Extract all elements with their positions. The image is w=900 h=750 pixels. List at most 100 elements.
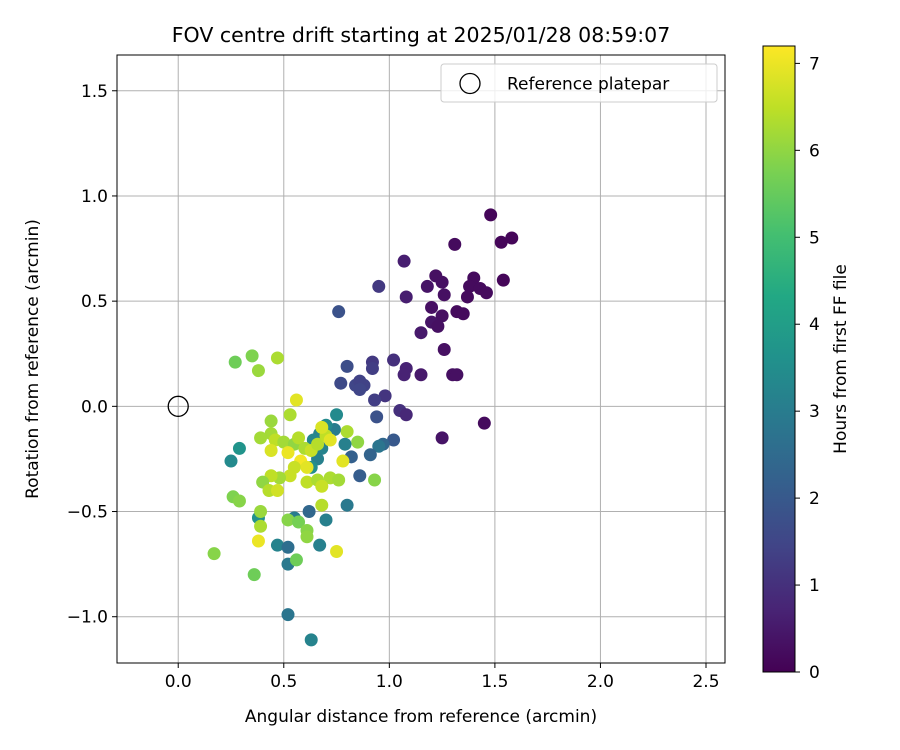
- scatter-point: [281, 608, 295, 622]
- scatter-point: [387, 433, 401, 447]
- y-tick-label: −0.5: [67, 503, 108, 523]
- scatter-point: [251, 534, 265, 548]
- scatter-point: [251, 364, 265, 378]
- scatter-point: [505, 231, 519, 245]
- scatter-point: [399, 408, 413, 422]
- scatter-point: [281, 513, 295, 527]
- scatter-point: [372, 279, 386, 293]
- data-points: [207, 208, 519, 647]
- y-tick-label: 1.0: [81, 187, 108, 207]
- scatter-point: [232, 441, 246, 455]
- scatter-point: [340, 359, 354, 373]
- scatter-point: [315, 479, 329, 493]
- scatter-point: [370, 410, 384, 424]
- scatter-point: [340, 498, 354, 512]
- scatter-point: [264, 444, 278, 458]
- x-tick-label: 0.5: [270, 672, 297, 692]
- scatter-point: [323, 433, 337, 447]
- x-tick-label: 1.5: [481, 672, 508, 692]
- legend: Reference platepar: [440, 63, 718, 103]
- scatter-point: [283, 469, 297, 483]
- scatter-point: [484, 208, 498, 222]
- scatter-point: [334, 376, 348, 390]
- scatter-point: [300, 475, 314, 489]
- y-tick-label: 1.5: [81, 82, 108, 102]
- scatter-point: [207, 547, 221, 561]
- scatter-point: [448, 237, 462, 251]
- scatter-point: [302, 505, 316, 519]
- scatter-point: [372, 439, 386, 453]
- scatter-point: [378, 389, 392, 403]
- colorbar-tick-label: 6: [809, 141, 820, 161]
- scatter-point: [340, 425, 354, 439]
- scatter-point: [365, 361, 379, 375]
- scatter-point: [289, 393, 303, 407]
- scatter-point: [330, 408, 344, 422]
- scatter-point: [254, 431, 268, 445]
- colorbar-tick-label: 3: [809, 402, 820, 422]
- scatter-point: [270, 351, 284, 365]
- y-tick-label: −1.0: [67, 608, 108, 628]
- scatter-point: [254, 519, 268, 533]
- y-axis-label: Rotation from reference (arcmin): [23, 219, 43, 499]
- scatter-point: [353, 383, 367, 397]
- scatter-point: [450, 368, 464, 382]
- scatter-point: [300, 460, 314, 474]
- scatter-point: [456, 307, 470, 321]
- scatter-point: [431, 319, 445, 333]
- scatter-point: [292, 431, 306, 445]
- scatter-point: [479, 286, 493, 300]
- scatter-point: [228, 355, 242, 369]
- colorbar: 0 1 2 3 4 5 6 7 Hours from first FF file: [762, 45, 851, 683]
- colorbar-tick-label: 2: [809, 489, 820, 509]
- scatter-point: [477, 416, 491, 430]
- scatter-point: [264, 414, 278, 428]
- scatter-point: [315, 420, 329, 434]
- colorbar-tick-label: 0: [809, 663, 820, 683]
- scatter-point: [363, 448, 377, 462]
- scatter-point: [304, 633, 318, 647]
- colorbar-label: Hours from first FF file: [831, 264, 851, 454]
- scatter-point: [368, 393, 382, 407]
- scatter-point: [270, 538, 284, 552]
- scatter-point: [460, 290, 474, 304]
- legend-reference-marker: [459, 72, 481, 95]
- colorbar-tick-label: 5: [809, 228, 820, 248]
- scatter-point: [332, 473, 346, 487]
- reference-group: [167, 395, 189, 417]
- scatter-point: [397, 254, 411, 268]
- y-axis-ticks: −1.0 −0.5 0.0 0.5 1.0 1.5: [67, 82, 117, 628]
- scatter-point: [332, 305, 346, 319]
- x-tick-label: 1.0: [376, 672, 403, 692]
- scatter-point: [283, 408, 297, 422]
- scatter-point: [338, 437, 352, 451]
- x-axis-ticks: 0.0 0.5 1.0 1.5 2.0 2.5: [165, 663, 720, 692]
- colorbar-tick-label: 1: [809, 576, 820, 596]
- scatter-point: [397, 368, 411, 382]
- scatter-point: [437, 288, 451, 302]
- x-tick-label: 0.0: [165, 672, 192, 692]
- scatter-point: [281, 446, 295, 460]
- scatter-point: [387, 353, 401, 367]
- x-tick-label: 2.0: [587, 672, 614, 692]
- reference-marker: [167, 395, 189, 417]
- scatter-point: [311, 437, 325, 451]
- scatter-point: [435, 309, 449, 323]
- scatter-point: [247, 568, 261, 582]
- scatter-point: [496, 273, 510, 287]
- scatter-point: [437, 343, 451, 357]
- y-tick-label: 0.0: [81, 397, 108, 417]
- colorbar-tick-label: 7: [809, 54, 820, 74]
- scatter-point: [336, 454, 350, 468]
- scatter-point: [399, 290, 413, 304]
- scatter-point: [300, 530, 314, 544]
- scatter-point: [368, 473, 382, 487]
- colorbar-tick-label: 4: [809, 315, 820, 335]
- scatter-point: [270, 483, 284, 497]
- scatter-point: [277, 435, 291, 449]
- scatter-point: [281, 540, 295, 554]
- scatter-point: [420, 279, 434, 293]
- scatter-point: [232, 494, 246, 508]
- y-tick-label: 0.5: [81, 292, 108, 312]
